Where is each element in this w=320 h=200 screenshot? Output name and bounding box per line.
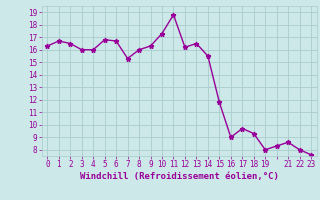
X-axis label: Windchill (Refroidissement éolien,°C): Windchill (Refroidissement éolien,°C) — [80, 172, 279, 181]
